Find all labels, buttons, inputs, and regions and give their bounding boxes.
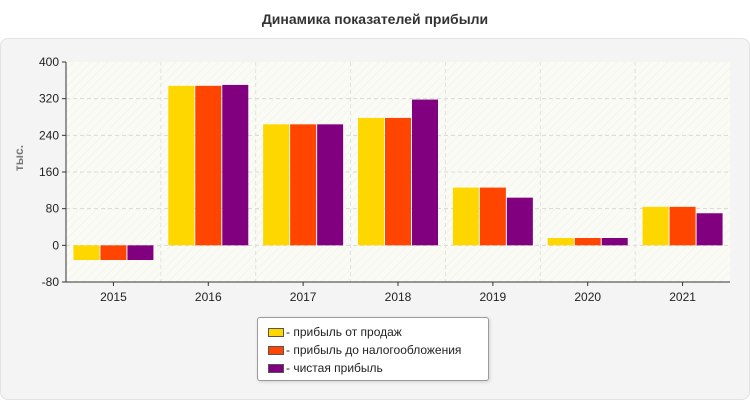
x-tick-label: 2015 — [100, 290, 127, 304]
x-tick-label: 2019 — [480, 290, 507, 304]
bar-2019-series-1 — [452, 187, 479, 246]
y-tick-labels: 400 320 240 160 80 0 -80 — [39, 55, 66, 289]
bar-2016-series-2 — [195, 85, 222, 246]
y-tick-label: 80 — [46, 202, 60, 216]
bar-2015-series-3 — [127, 245, 154, 260]
chart-title: Динамика показателей прибыли — [261, 11, 489, 27]
legend-label: - прибыль до налогообложения — [286, 343, 462, 357]
x-tick-label: 2020 — [574, 290, 601, 304]
bar-2018-series-2 — [385, 117, 411, 246]
legend-swatch — [268, 327, 284, 337]
bar-2017-series-3 — [317, 124, 344, 246]
legend-label: - чистая прибыль — [286, 361, 383, 375]
bar-2017-series-2 — [290, 124, 317, 246]
bar-2018-series-3 — [412, 99, 438, 246]
bars — [73, 84, 723, 260]
x-tick-label: 2016 — [195, 290, 222, 304]
bar-2017-series-1 — [263, 124, 290, 246]
x-tick-label: 2021 — [669, 290, 696, 304]
x-tick-labels: 2015 2016 2017 2018 2019 2020 2021 — [100, 282, 696, 304]
bar-2020-series-1 — [547, 238, 574, 246]
bar-2021-series-2 — [669, 206, 696, 246]
y-tick-label: 0 — [52, 238, 59, 252]
legend-item-net-profit: - чистая прибыль — [268, 359, 488, 377]
bar-2016-series-1 — [168, 85, 195, 246]
y-tick-label: 160 — [39, 165, 59, 179]
y-tick-label: 320 — [39, 92, 59, 106]
bar-2015-series-2 — [100, 245, 127, 260]
legend-label: - прибыль от продаж — [286, 325, 402, 339]
y-tick-label: 400 — [39, 55, 59, 69]
y-tick-label: 240 — [39, 128, 59, 142]
bar-2019-series-2 — [479, 187, 506, 246]
y-axis-label: тыс. — [12, 145, 26, 171]
bar-2021-series-1 — [642, 206, 669, 246]
bar-2015-series-1 — [73, 245, 100, 260]
x-tick-label: 2017 — [290, 290, 317, 304]
legend-item-sales-profit: - прибыль от продаж — [268, 323, 488, 341]
y-tick-label: -80 — [42, 275, 60, 289]
bar-2020-series-3 — [601, 238, 628, 246]
legend-item-pretax-profit: - прибыль до налогообложения — [268, 341, 488, 359]
legend-swatch — [268, 363, 284, 373]
bar-2016-series-3 — [222, 84, 249, 246]
bar-2021-series-3 — [696, 213, 723, 246]
legend-swatch — [268, 345, 284, 355]
x-tick-label: 2018 — [385, 290, 412, 304]
legend: - прибыль от продаж - прибыль до налогоо… — [257, 317, 489, 381]
bar-2019-series-3 — [506, 197, 533, 246]
bar-2020-series-2 — [574, 238, 601, 246]
bar-2018-series-1 — [358, 117, 384, 246]
